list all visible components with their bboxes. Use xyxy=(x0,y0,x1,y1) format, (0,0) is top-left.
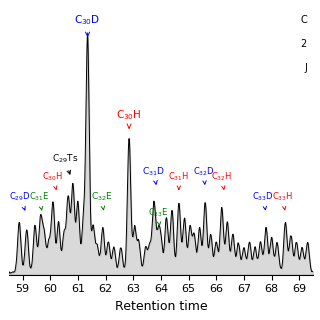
Text: C$_{33}$E: C$_{33}$E xyxy=(148,206,168,225)
Text: C$_{29}$Ts: C$_{29}$Ts xyxy=(52,153,79,174)
Text: C$_{29}$D: C$_{29}$D xyxy=(9,191,30,210)
Text: C$_{30}$D: C$_{30}$D xyxy=(75,13,101,36)
Text: 2: 2 xyxy=(301,39,307,49)
Text: C: C xyxy=(300,15,307,25)
Text: C$_{33}$H: C$_{33}$H xyxy=(272,191,293,210)
Text: C$_{32}$D: C$_{32}$D xyxy=(193,165,215,184)
Text: C$_{33}$D: C$_{33}$D xyxy=(252,191,274,210)
Text: J: J xyxy=(304,63,307,73)
X-axis label: Retention time: Retention time xyxy=(115,300,207,313)
Text: C$_{31}$D: C$_{31}$D xyxy=(142,165,165,184)
Text: C$_{32}$H: C$_{32}$H xyxy=(211,171,232,189)
Text: C$_{30}$H: C$_{30}$H xyxy=(43,171,64,189)
Text: C$_{31}$H: C$_{31}$H xyxy=(168,171,189,189)
Text: C$_{32}$E: C$_{32}$E xyxy=(91,191,112,210)
Text: C$_{31}$E: C$_{31}$E xyxy=(29,191,49,210)
Text: C$_{30}$H: C$_{30}$H xyxy=(116,108,142,128)
